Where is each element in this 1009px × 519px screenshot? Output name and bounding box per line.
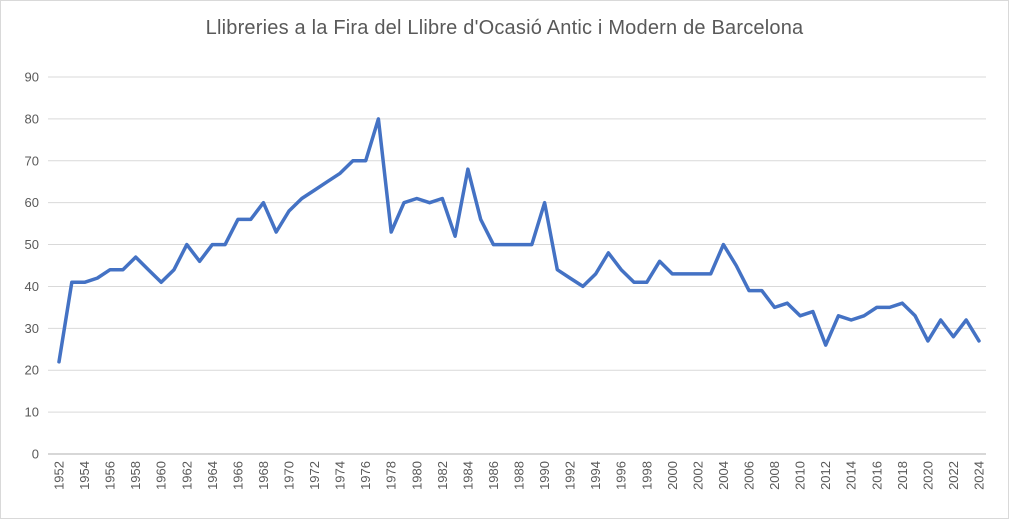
y-axis-label: 50 [25, 237, 39, 252]
x-axis-label: 1976 [358, 461, 373, 490]
x-axis-label: 1994 [588, 461, 603, 490]
x-axis-label: 1960 [154, 461, 169, 490]
x-axis-label: 1952 [52, 461, 67, 490]
y-axis-label: 20 [25, 363, 39, 378]
x-axis-label: 1990 [537, 461, 552, 490]
x-axis-label: 2006 [742, 461, 757, 490]
x-axis-label: 1978 [384, 461, 399, 490]
chart-title: Llibreries a la Fira del Llibre d'Ocasió… [205, 17, 804, 39]
x-axis-label: 2010 [793, 461, 808, 490]
x-axis-label: 1986 [486, 461, 501, 490]
y-axis-label: 0 [32, 447, 39, 462]
x-axis-label: 2014 [844, 461, 859, 490]
x-axis-label: 1996 [614, 461, 629, 490]
x-axis-label: 2012 [818, 461, 833, 490]
x-axis-label: 1958 [128, 461, 143, 490]
x-axis-label: 1966 [230, 461, 245, 490]
x-axis-label: 2002 [690, 461, 705, 490]
x-axis-label: 2004 [716, 461, 731, 490]
x-axis-label: 2016 [869, 461, 884, 490]
x-axis-label: 1954 [77, 461, 92, 490]
x-axis-label: 1968 [256, 461, 271, 490]
x-axis-label: 1988 [512, 461, 527, 490]
x-axis-label: 1972 [307, 461, 322, 490]
y-axis-label: 40 [25, 279, 39, 294]
x-axis-label: 1984 [460, 461, 475, 490]
x-axis-label: 1970 [282, 461, 297, 490]
x-axis-label: 2024 [972, 461, 987, 490]
x-axis-label: 2000 [665, 461, 680, 490]
x-axis-label: 2020 [920, 461, 935, 490]
y-axis-label: 80 [25, 111, 39, 126]
x-axis-label: 2008 [767, 461, 782, 490]
x-axis-label: 1992 [563, 461, 578, 490]
y-axis-label: 60 [25, 195, 39, 210]
x-axis-label: 2022 [946, 461, 961, 490]
y-axis-label: 70 [25, 153, 39, 168]
x-axis-label: 1956 [103, 461, 118, 490]
x-axis-label: 1980 [409, 461, 424, 490]
x-axis-label: 1982 [435, 461, 450, 490]
y-axis-label: 10 [25, 405, 39, 420]
data-line-series [57, 117, 981, 364]
x-axis-label: 2018 [895, 461, 910, 490]
y-axis-label: 30 [25, 321, 39, 336]
x-axis-label: 1964 [205, 461, 220, 490]
y-axis-label: 90 [25, 70, 39, 85]
x-axis-label: 1998 [639, 461, 654, 490]
x-axis-label: 1962 [179, 461, 194, 490]
x-axis-label: 1974 [333, 461, 348, 490]
